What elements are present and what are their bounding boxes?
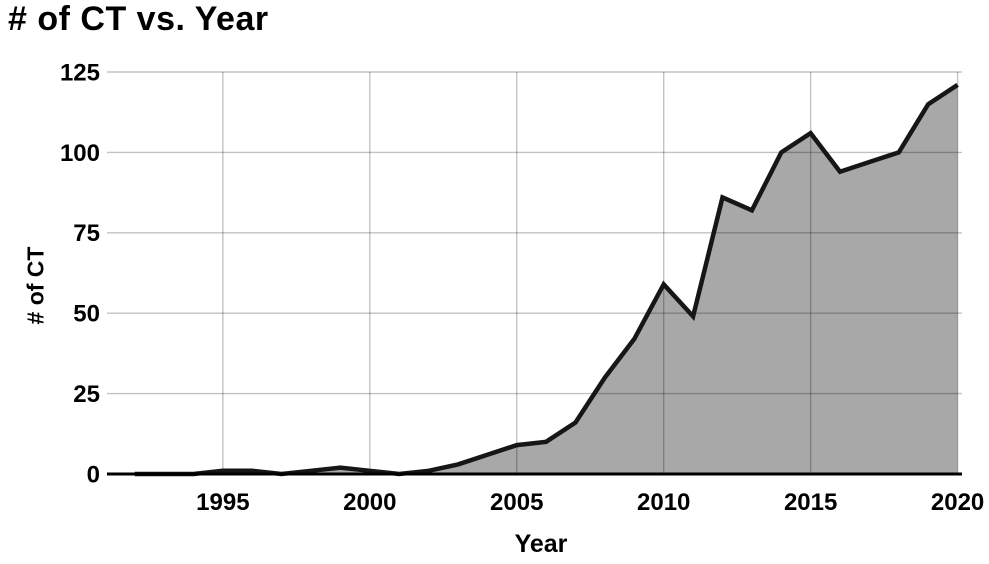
- y-tick-label: 100: [60, 140, 100, 167]
- x-tick-label: 2020: [931, 489, 984, 516]
- x-tick-label: 2000: [343, 489, 396, 516]
- y-tick-label: 125: [60, 59, 100, 86]
- x-tick-label: 2015: [784, 489, 837, 516]
- chart-title: # of CT vs. Year: [8, 0, 269, 38]
- y-tick-label: 50: [73, 301, 100, 328]
- x-axis-title: Year: [514, 530, 568, 558]
- y-tick-label: 0: [87, 461, 100, 488]
- y-tick-label: 75: [73, 220, 100, 247]
- y-axis-title: # of CT: [22, 246, 49, 325]
- area-fill: [134, 84, 958, 475]
- x-tick-label: 2005: [490, 489, 543, 516]
- y-tick-label: 25: [73, 381, 100, 408]
- x-tick-label: 2010: [637, 489, 690, 516]
- x-tick-label: 1995: [196, 489, 249, 516]
